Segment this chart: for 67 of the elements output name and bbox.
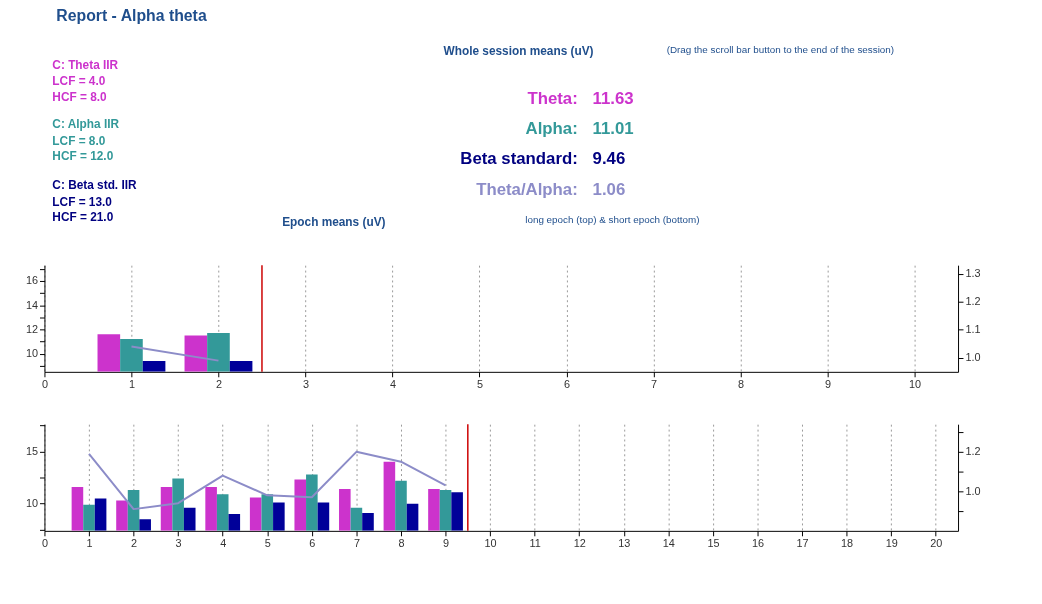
y2-tick-label: 1.0	[965, 351, 981, 364]
x-tick-label: 15	[707, 537, 720, 550]
text: LCF = 13.0	[52, 194, 113, 209]
text: HCF = 8.0	[52, 90, 108, 105]
x-tick-label: 9	[443, 537, 450, 550]
x-tick-label: 20	[930, 537, 943, 550]
text: long epoch (top) & short epoch (bottom)	[525, 213, 700, 225]
x-tick-label: 4	[220, 537, 227, 550]
x-tick-label: 0	[41, 378, 48, 391]
x-tick-label: 3	[175, 537, 182, 550]
x-tick-label: 9	[825, 378, 832, 391]
text: 11.63	[592, 89, 634, 109]
text: Report - Alpha theta	[56, 7, 207, 25]
x-tick-label: 19	[885, 537, 898, 550]
x-tick-label: 8	[737, 378, 745, 391]
y2-tick-label: 1.0	[965, 484, 981, 497]
text: Beta standard:	[460, 149, 578, 169]
x-tick-label: 6	[563, 378, 571, 391]
x-tick-label: 11	[529, 537, 541, 550]
x-tick-label: 10	[908, 378, 922, 391]
x-tick-label: 10	[484, 537, 497, 550]
text: 1.06	[592, 180, 626, 200]
x-tick-label: 6	[309, 537, 316, 550]
x-tick-label: 2	[215, 378, 222, 391]
text: C: Beta std. IIR	[52, 178, 138, 193]
x-tick-label: 12	[573, 537, 586, 550]
x-tick-label: 5	[264, 537, 271, 550]
x-tick-label: 7	[353, 537, 360, 550]
text: LCF = 4.0	[52, 74, 106, 89]
y-tick-label: 14	[25, 298, 39, 311]
y-tick-label: 10	[25, 497, 39, 510]
x-tick-label: 17	[796, 537, 809, 550]
text: Whole session means (uV)	[443, 43, 594, 58]
text: (Drag the scroll bar button to the end of the session)	[666, 43, 895, 55]
text: HCF = 12.0	[52, 149, 114, 164]
x-tick-label: 1	[128, 378, 135, 391]
x-tick-label: 18	[841, 537, 854, 550]
text: 11.01	[592, 118, 634, 138]
line-series	[88, 450, 447, 511]
x-tick-label: 14	[662, 537, 675, 550]
x-tick-label: 3	[302, 378, 309, 391]
x-tick-label: 7	[650, 378, 658, 391]
text: C: Theta IIR	[52, 57, 119, 72]
x-tick-label: 1	[86, 537, 93, 550]
x-tick-label: 8	[398, 537, 405, 550]
x-tick-label: 2	[131, 537, 138, 550]
y2-tick-label: 1.1	[965, 323, 981, 336]
text: Epoch means (uV)	[282, 214, 386, 229]
text: LCF = 8.0	[52, 133, 106, 148]
x-tick-label: 16	[751, 537, 765, 550]
y-tick-label: 15	[25, 444, 39, 457]
y2-tick-label: 1.3	[965, 267, 981, 280]
x-tick-label: 0	[41, 537, 48, 550]
text: Theta/Alpha:	[476, 180, 578, 200]
text: 9.46	[592, 149, 626, 169]
x-tick-label: 4	[389, 378, 396, 391]
y2-tick-label: 1.2	[965, 445, 981, 458]
y2-tick-label: 1.2	[965, 295, 981, 308]
text: C: Alpha IIR	[52, 116, 120, 131]
text: Alpha:	[525, 118, 578, 138]
x-tick-label: 13	[618, 537, 631, 550]
x-tick-label: 5	[476, 378, 484, 391]
y-tick-label: 16	[25, 274, 39, 287]
y-tick-label: 10	[25, 347, 39, 360]
y-tick-label: 12	[25, 322, 39, 335]
text: HCF = 21.0	[52, 209, 114, 224]
text: Theta:	[527, 89, 578, 109]
